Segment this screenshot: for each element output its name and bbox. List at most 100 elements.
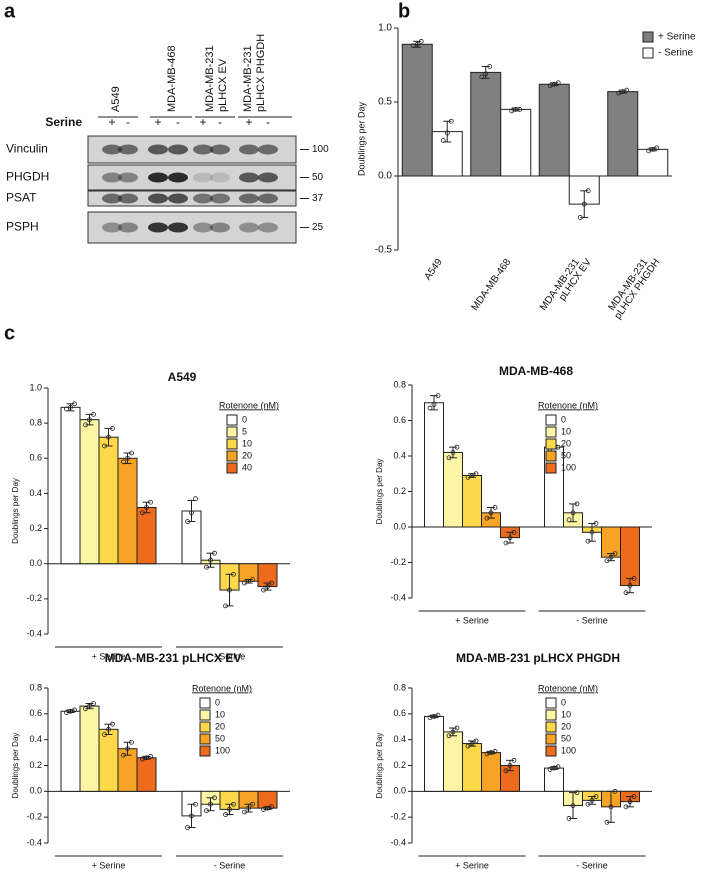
replicate-point: [450, 729, 456, 735]
replicate-point: [650, 146, 656, 152]
y-tick-label: 0.6: [393, 708, 406, 718]
chart-title: MDA-MB-468: [499, 364, 573, 378]
replicate-point: [269, 580, 274, 586]
bar: [462, 743, 482, 792]
lane-label: MDA-MB-231: [204, 45, 216, 112]
replicate-point: [627, 799, 633, 805]
lane-label: pLHCX EV: [217, 58, 229, 112]
legend-label: - Serine: [658, 48, 693, 59]
legend-title: Rotenone (nM): [538, 400, 598, 410]
x-tick-label: + Serine: [92, 860, 126, 870]
protein-label: PSPH: [6, 220, 39, 234]
replicate-point: [479, 74, 485, 80]
blot-band: [239, 172, 259, 183]
legend-swatch: [642, 47, 654, 59]
replicate-point: [620, 89, 626, 95]
replicate-point: [473, 471, 479, 477]
panel-label: b: [398, 0, 410, 22]
x-tick-label: - Serine: [576, 860, 608, 870]
replicate-point: [551, 81, 557, 87]
replicate-point: [555, 80, 561, 86]
lane-label: pLHCX PHGDH: [255, 34, 267, 112]
blot-box: [87, 211, 297, 244]
replicate-point: [68, 404, 73, 410]
lane-label: A549: [110, 86, 122, 112]
replicate-point: [193, 801, 198, 807]
replicate-point: [193, 496, 198, 502]
y-tick-label: 0.2: [29, 523, 42, 533]
blot-band: [168, 222, 188, 233]
bar: [620, 526, 640, 587]
replicate-point: [102, 443, 107, 449]
replicate-point: [431, 402, 437, 407]
bar: [544, 767, 564, 792]
replicate-point: [410, 43, 416, 49]
blot-band: [258, 172, 278, 183]
replicate-point: [507, 535, 513, 541]
bar: [117, 457, 138, 565]
replicate-point: [427, 405, 433, 411]
replicate-point: [242, 809, 247, 815]
replicate-point: [250, 577, 255, 582]
blot-band: [102, 193, 122, 204]
legend-label: 0: [561, 697, 566, 707]
bar: [424, 402, 444, 528]
replicate-point: [511, 529, 517, 535]
blot-band: [168, 172, 188, 183]
replicate-point: [574, 501, 580, 507]
replicate-point: [446, 733, 452, 739]
marker-label: 100: [312, 144, 329, 155]
replicate-point: [517, 107, 523, 112]
y-tick-label: 0.2: [393, 486, 406, 496]
x-tick-label: MDA-MB-468: [470, 257, 514, 313]
y-tick-label: 1.0: [29, 382, 42, 392]
replicate-point: [465, 743, 471, 749]
legend-label: 100: [561, 462, 576, 472]
y-tick-label: -0.2: [26, 593, 42, 603]
bar: [424, 715, 444, 792]
x-tick-label: - Serine: [576, 615, 608, 625]
serine-label: Serine: [45, 115, 82, 129]
y-tick-label: 0.4: [393, 450, 406, 460]
legend-label: 40: [242, 462, 252, 472]
y-tick-label: 0.0: [29, 786, 42, 796]
legend-label: 0: [215, 697, 220, 707]
replicate-point: [593, 521, 599, 526]
replicate-point: [189, 813, 194, 819]
y-axis-label: Doublings per Day: [375, 459, 384, 525]
y-tick-label: 0.0: [29, 558, 42, 568]
legend-swatch: [226, 414, 238, 426]
y-axis-label: Doublings per Day: [375, 733, 384, 799]
replicate-point: [204, 808, 209, 814]
replicate-point: [570, 510, 576, 516]
chart-title: A549: [168, 370, 197, 384]
replicate-point: [129, 739, 134, 745]
blot-band: [239, 144, 259, 155]
x-tick-label: + Serine: [455, 860, 489, 870]
replicate-point: [589, 529, 595, 535]
replicate-point: [227, 587, 232, 593]
bar: [79, 705, 100, 792]
replicate-point: [261, 587, 266, 593]
replicate-point: [454, 725, 460, 731]
x-tick-label: - Serine: [214, 860, 246, 870]
legend-swatch: [545, 721, 557, 733]
replicate-point: [440, 138, 446, 143]
y-tick-label: 0.4: [393, 734, 406, 744]
replicate-point: [469, 741, 475, 746]
bar: [481, 752, 501, 792]
replicate-point: [148, 499, 153, 505]
blot-band: [118, 193, 138, 204]
replicate-point: [91, 411, 96, 417]
blot-band: [239, 222, 259, 233]
replicate-point: [604, 819, 610, 825]
blot-band: [193, 222, 213, 233]
legend-label: 50: [215, 733, 225, 743]
legend-swatch: [545, 414, 557, 426]
legend-label: 0: [561, 414, 566, 424]
y-tick-label: 0.8: [29, 418, 42, 428]
replicate-point: [465, 474, 471, 480]
legend-label: 10: [561, 426, 571, 436]
replicate-point: [129, 450, 134, 456]
replicate-point: [265, 584, 270, 589]
